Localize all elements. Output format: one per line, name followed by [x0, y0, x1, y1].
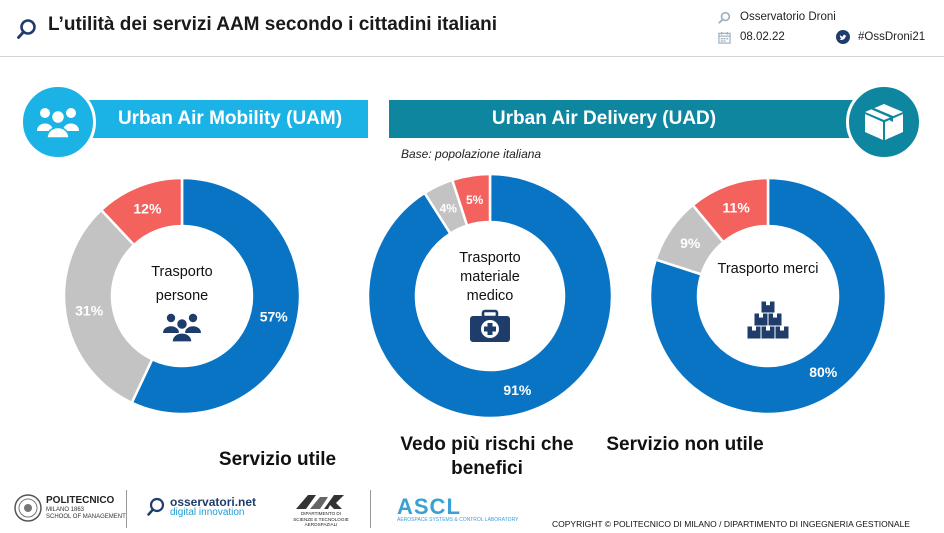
slice-servizio-non-utile	[691, 176, 770, 244]
org-name: Osservatorio Droni	[740, 11, 836, 23]
ascl-logo: ASCL	[397, 494, 461, 519]
data-label-vedo-piu-rischi-che-benefici: 31%	[75, 303, 104, 319]
uam-badge	[20, 84, 96, 160]
search-icon	[718, 11, 731, 24]
dipartimento-line2: SCIENZE E TECNOLOGIE	[293, 516, 349, 522]
data-label-servizio-utile: 57%	[260, 309, 289, 325]
center-label-line: persone	[156, 288, 208, 304]
polimi-sub-line1: MILANO 1863	[46, 507, 85, 513]
date: 08.02.22	[740, 31, 785, 43]
uad-banner-label: Urban Air Delivery (UAD)	[491, 108, 717, 129]
data-label-servizio-utile: 91%	[503, 382, 532, 398]
polimi-logo	[14, 494, 42, 522]
slice-vedo-piu-rischi-che-benefici	[62, 208, 154, 405]
base-note: Base: popolazione italiana	[401, 147, 542, 161]
center-label-line: Trasporto	[151, 264, 213, 280]
data-label-vedo-piu-rischi-che-benefici: 4%	[440, 201, 458, 215]
center-label-line: Trasporto	[459, 250, 521, 266]
legend-risk: Vedo più rischi che benefici	[400, 434, 574, 479]
donut-chart-trasporto-merci: 80% 9% 11% Trasporto merci	[648, 176, 888, 416]
page-title: L’utilità dei servizi AAM secondo i citt…	[48, 14, 498, 35]
header-divider	[0, 56, 944, 57]
osservatori-name: osservatori.net	[170, 495, 257, 509]
slice-servizio-non-utile	[450, 172, 492, 228]
ascl-sub: AEROSPACE SYSTEMS & CONTROL LABORATORY	[397, 517, 519, 523]
medical-kit-icon	[470, 309, 510, 342]
uam-banner: Urban Air Mobility (UAM)	[48, 100, 368, 138]
data-label-vedo-piu-rischi-che-benefici: 9%	[680, 235, 701, 251]
data-label-servizio-non-utile: 12%	[133, 201, 162, 217]
dipartimento-text: DIPARTIMENTO DI SCIENZE E TECNOLOGIE AER…	[290, 511, 352, 528]
dipartimento-line3: AEROSPAZIALI	[304, 522, 338, 527]
data-label-servizio-utile: 80%	[809, 364, 838, 380]
slice-servizio-utile	[648, 176, 888, 416]
boxes-icon	[746, 300, 790, 340]
legend-useful: Servizio utile	[218, 449, 337, 470]
hashtag: #OssDroni21	[858, 31, 926, 43]
uad-badge	[846, 84, 922, 160]
dipartimento-line1: DIPARTIMENTO DI	[300, 511, 342, 516]
polimi-sub: MILANO 1863 SCHOOL OF MANAGEMENT	[46, 507, 126, 521]
search-icon	[147, 497, 165, 516]
package-icon	[865, 104, 903, 140]
data-label-servizio-non-utile: 11%	[723, 200, 751, 216]
slice-servizio-non-utile	[99, 176, 184, 247]
people-icon	[37, 108, 79, 139]
polimi-sub-line2: SCHOOL OF MANAGEMENT	[46, 514, 126, 520]
dipartimento-logo	[296, 495, 344, 509]
uam-banner-label: Urban Air Mobility (UAM)	[117, 108, 343, 129]
center-label-line: medico	[467, 288, 514, 304]
slice-servizio-utile	[366, 172, 614, 420]
donut-chart-trasporto-persone: 57% 31% 12% Trasporto persone	[62, 176, 302, 416]
legend-useless: Servizio non utile	[606, 434, 764, 455]
uad-banner: Urban Air Delivery (UAD)	[389, 100, 859, 138]
polimi-name: POLITECNICO	[46, 495, 115, 506]
calendar-icon	[718, 31, 731, 44]
twitter-icon	[836, 30, 850, 44]
data-label-servizio-non-utile: 5%	[466, 193, 484, 207]
copyright: COPYRIGHT © POLITECNICO DI MILANO / DIPA…	[552, 519, 910, 529]
donut-chart-trasporto-medico: 91% 4% 5% Trasporto materiale medico	[366, 172, 614, 420]
center-label-line: materiale	[460, 269, 520, 285]
footer-separator	[126, 490, 127, 528]
center-label-line: Trasporto merci	[718, 261, 819, 277]
search-icon	[17, 19, 36, 39]
people-icon	[163, 313, 201, 343]
footer-separator	[370, 490, 371, 528]
slice-servizio-utile	[130, 176, 302, 416]
osservatori-sub: digital innovation	[170, 507, 245, 518]
